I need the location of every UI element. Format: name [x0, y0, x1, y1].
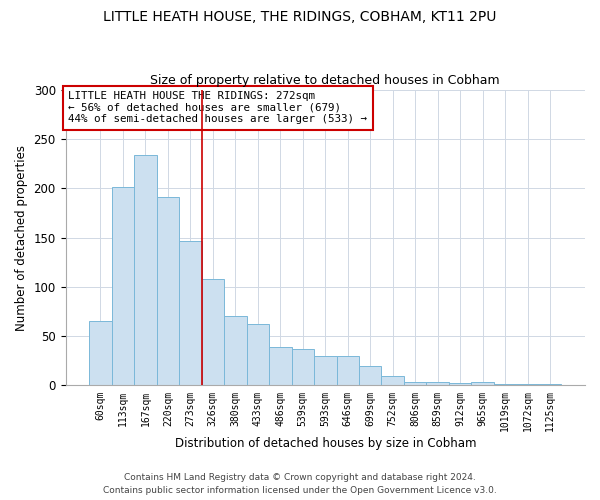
Bar	[382, 376, 404, 386]
Bar	[292, 349, 314, 386]
Title: Size of property relative to detached houses in Cobham: Size of property relative to detached ho…	[151, 74, 500, 87]
Bar	[202, 279, 224, 386]
Bar	[539, 384, 562, 386]
Bar	[269, 347, 292, 386]
Text: LITTLE HEATH HOUSE, THE RIDINGS, COBHAM, KT11 2PU: LITTLE HEATH HOUSE, THE RIDINGS, COBHAM,…	[103, 10, 497, 24]
Bar	[427, 382, 449, 386]
Bar	[359, 366, 382, 386]
Bar	[179, 242, 202, 386]
Bar	[157, 197, 179, 386]
Bar	[314, 356, 337, 386]
Bar	[494, 384, 517, 386]
Bar	[449, 384, 472, 386]
Text: Contains HM Land Registry data © Crown copyright and database right 2024.
Contai: Contains HM Land Registry data © Crown c…	[103, 474, 497, 495]
Bar	[404, 382, 427, 386]
Bar	[134, 154, 157, 386]
Bar	[472, 382, 494, 386]
Bar	[89, 322, 112, 386]
Text: LITTLE HEATH HOUSE THE RIDINGS: 272sqm
← 56% of detached houses are smaller (679: LITTLE HEATH HOUSE THE RIDINGS: 272sqm ←…	[68, 91, 367, 124]
X-axis label: Distribution of detached houses by size in Cobham: Distribution of detached houses by size …	[175, 437, 476, 450]
Bar	[337, 356, 359, 386]
Y-axis label: Number of detached properties: Number of detached properties	[15, 144, 28, 330]
Bar	[517, 384, 539, 386]
Bar	[247, 324, 269, 386]
Bar	[112, 187, 134, 386]
Bar	[224, 316, 247, 386]
